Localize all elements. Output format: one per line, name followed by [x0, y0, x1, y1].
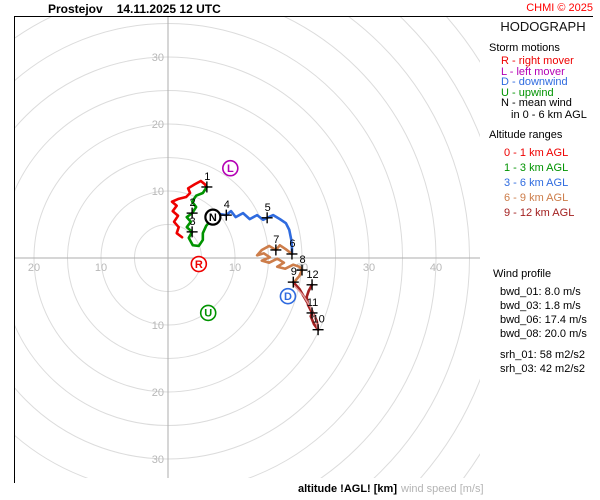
km-marker-8: 8 — [296, 254, 308, 276]
km-marker-5: 5 — [261, 202, 273, 224]
storm-motions-legend: R - right mover L - left mover D - downwin… — [501, 56, 574, 109]
polar-grid — [15, 17, 480, 478]
km-label: 6 — [289, 238, 295, 250]
storm-marker-N: N — [204, 208, 222, 226]
bwd-value: bwd_08: 20.0 m/s — [500, 328, 587, 340]
km-label: 11 — [307, 297, 318, 309]
tick-label-left: 20 — [28, 262, 40, 274]
km-marker-6: 6 — [286, 238, 298, 260]
tick-label-up: 20 — [152, 119, 164, 131]
altitude-range-legend-item: 9 - 12 km AGL — [504, 206, 575, 219]
storm-motion-legend-item: U - upwind — [501, 86, 554, 99]
storm-marker-letter: N — [209, 212, 217, 224]
storm-marker-R: R — [190, 255, 208, 273]
page-title: Prostejov 14.11.2025 12 UTC — [48, 2, 221, 16]
trace-3-6-km-agl — [210, 209, 294, 256]
altitude-range-legend-item: 3 - 6 km AGL — [504, 176, 569, 189]
km-marker-12: 12 — [306, 269, 319, 291]
tick-label-down: 20 — [152, 387, 164, 399]
storm-marker-D: D — [279, 287, 297, 305]
trace-0-1-km-agl — [170, 179, 209, 239]
km-label: 4 — [224, 199, 230, 211]
km-marker-7: 7 — [270, 234, 282, 256]
storm-marker-letter: R — [195, 259, 203, 271]
storm-motion-legend-item: L - left mover — [501, 65, 565, 78]
km-label: 7 — [273, 234, 279, 246]
plot-border-top — [14, 16, 593, 17]
altitude-ranges-heading: Altitude ranges — [489, 129, 563, 141]
copyright-label: CHMI © 2025 — [526, 2, 593, 14]
tick-label-right: 10 — [229, 262, 241, 274]
km-label: 9 — [291, 266, 297, 278]
plot-border-left — [14, 16, 15, 483]
storm-motion-legend-item: R - right mover — [501, 55, 574, 67]
storm-marker-letter: D — [284, 291, 292, 303]
tick-label-down: 10 — [152, 320, 164, 332]
tick-label-left: 10 — [95, 262, 107, 274]
altitude-range-legend-item: 6 - 9 km AGL — [504, 191, 569, 204]
km-label: 2 — [190, 197, 196, 209]
storm-marker-circle — [190, 255, 208, 273]
storm-marker-letter: U — [204, 308, 212, 320]
trace-6-9-km-agl — [255, 243, 304, 284]
km-marker-11: 11 — [306, 297, 318, 319]
storm-motion-markers: L N R D U — [190, 159, 297, 322]
km-label: 10 — [312, 314, 324, 326]
km-label: 1 — [204, 171, 210, 183]
storm-marker-circle — [204, 208, 222, 226]
km-label: 12 — [306, 269, 318, 281]
tick-label-right: 40 — [430, 262, 442, 274]
bwd-value: bwd_03: 1.8 m/s — [500, 300, 581, 312]
obs-datetime: 14.11.2025 12 UTC — [116, 2, 221, 16]
km-label: 8 — [299, 254, 305, 266]
wind-profile-bwd-values: bwd_01: 8.0 m/s bwd_03: 1.8 m/s bwd_06: 17… — [500, 285, 587, 341]
wind-speed-axis-label: wind speed [m/s] — [401, 483, 484, 495]
wind-traces — [170, 179, 320, 331]
storm-marker-circle — [222, 159, 239, 177]
storm-marker-L: L — [222, 159, 239, 177]
wind-profile-heading: Wind profile — [493, 268, 552, 280]
storm-marker-circle — [279, 287, 297, 305]
altitude-axis-label: altitude !AGL! [km] — [298, 483, 397, 495]
wind-profile-srh-values: srh_01: 58 m2/s2 srh_03: 42 m2/s2 — [500, 348, 585, 376]
bwd-value: bwd_06: 17.4 m/s — [500, 314, 587, 326]
km-marker-10: 10 — [312, 314, 325, 336]
trace-1-3-km-agl — [185, 185, 214, 248]
km-marker-9: 9 — [287, 266, 299, 288]
tick-label-right: 30 — [363, 262, 375, 274]
altitude-range-legend-item: 1 - 3 km AGL — [504, 161, 569, 174]
storm-motion-legend-item: D - downwind — [501, 76, 568, 89]
storm-marker-U: U — [199, 304, 217, 322]
km-label: 3 — [190, 216, 196, 228]
km-marker-2: 2 — [186, 197, 198, 219]
km-marker-1: 1 — [201, 171, 213, 193]
storm-motion-legend-item: N - mean wind — [501, 97, 572, 110]
km-label: 5 — [265, 202, 271, 214]
tick-label-down: 30 — [152, 454, 164, 466]
tick-label-up: 10 — [152, 186, 164, 198]
storm-marker-circle — [199, 304, 217, 322]
km-marker-3: 3 — [186, 216, 198, 238]
srh-value: srh_03: 42 m2/s2 — [500, 363, 585, 375]
speed-ring-40 — [15, 17, 437, 478]
tick-label-up: 30 — [152, 52, 164, 64]
trace-9-12-km-agl-secondary — [293, 285, 319, 329]
bwd-value: bwd_01: 8.0 m/s — [500, 286, 581, 298]
altitude-ranges-legend: 0 - 1 km AGL 1 - 3 km AGL 3 - 6 km AGL 6 - … — [504, 146, 574, 221]
storm-marker-letter: L — [227, 163, 234, 175]
panel-title: HODOGRAPH — [500, 19, 586, 34]
station-name: Prostejov — [48, 2, 103, 16]
storm-motions-heading: Storm motions — [489, 42, 560, 54]
km-marker-4: 4 — [220, 199, 232, 221]
altitude-range-legend-item: 0 - 1 km AGL — [504, 147, 569, 159]
srh-value: srh_01: 58 m2/s2 — [500, 349, 585, 361]
storm-motions-note: in 0 - 6 km AGL — [511, 109, 587, 121]
